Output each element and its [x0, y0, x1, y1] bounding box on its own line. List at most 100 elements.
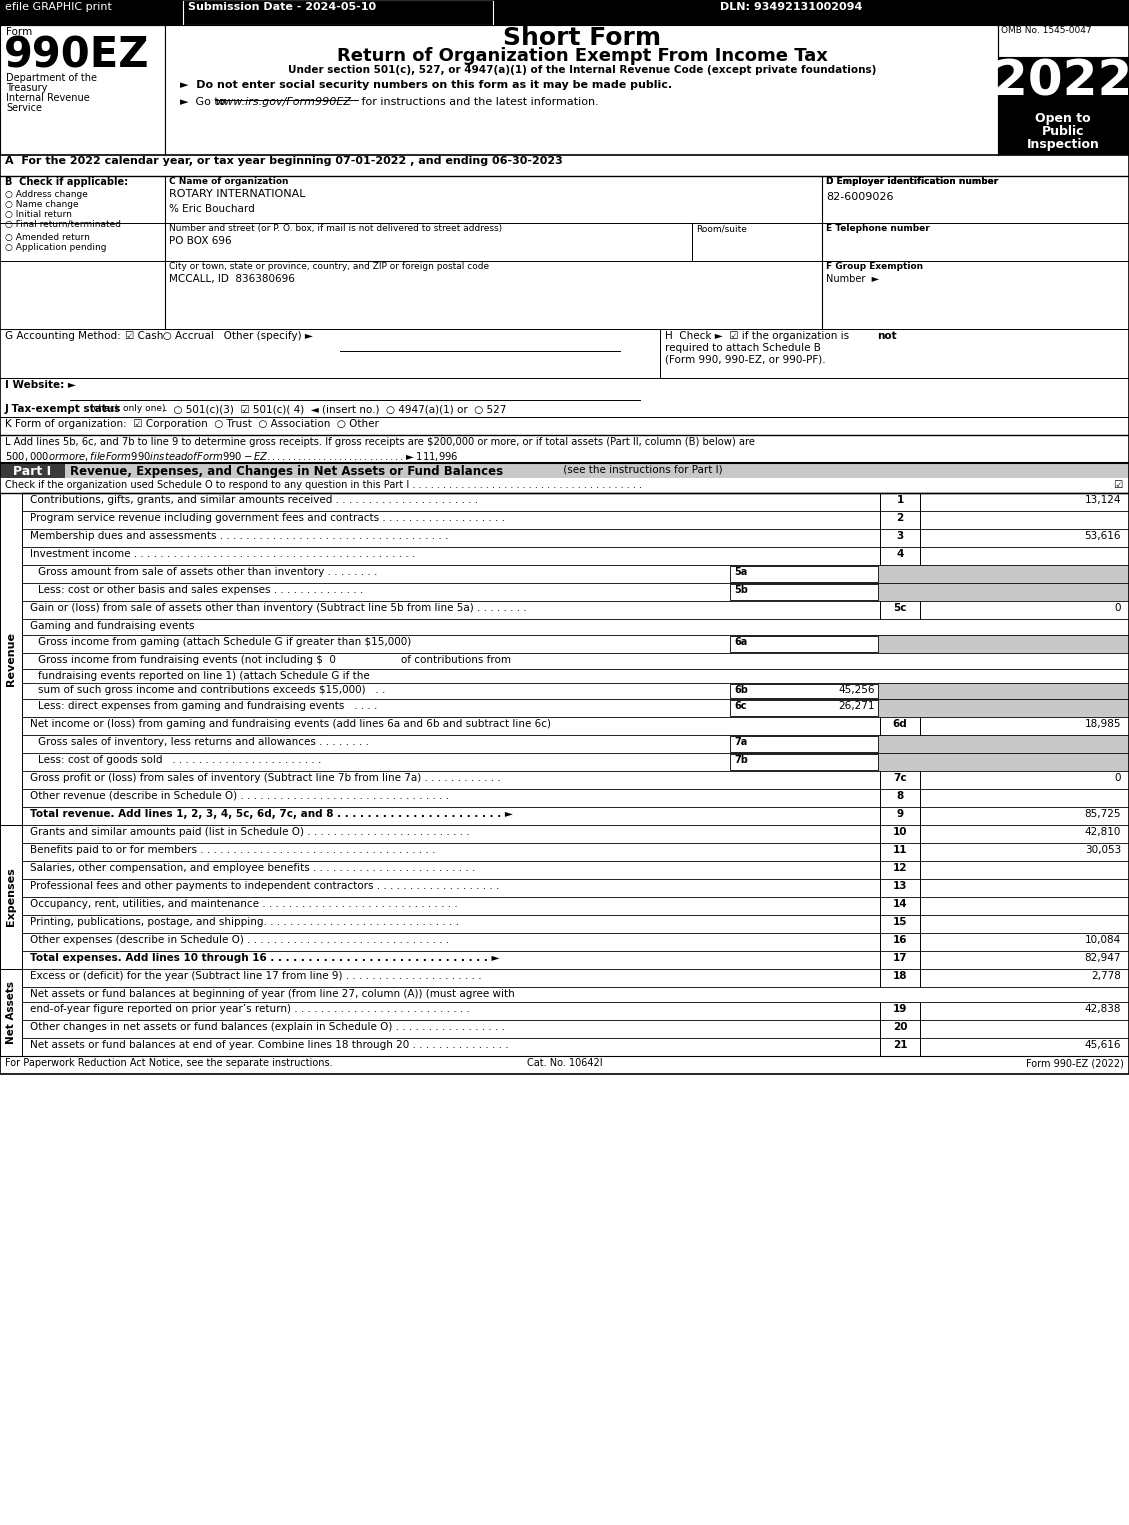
- Text: Gross sales of inventory, less returns and allowances . . . . . . . .: Gross sales of inventory, less returns a…: [38, 737, 369, 747]
- Text: Program service revenue including government fees and contracts . . . . . . . . : Program service revenue including govern…: [30, 512, 505, 523]
- Bar: [730, 698, 1129, 717]
- Bar: [879, 753, 920, 772]
- Text: Professional fees and other payments to independent contractors . . . . . . . . : Professional fees and other payments to …: [30, 881, 499, 891]
- Text: OMB No. 1545-0047: OMB No. 1545-0047: [1001, 26, 1092, 35]
- Bar: [730, 566, 878, 583]
- Text: 53,616: 53,616: [1085, 531, 1121, 541]
- Bar: [0, 493, 21, 825]
- Bar: [879, 698, 920, 717]
- Text: $500,000 or more, file Form 990 instead of Form 990-EZ . . . . . . . . . . . . .: $500,000 or more, file Form 990 instead …: [5, 450, 458, 464]
- Text: 19: 19: [893, 1003, 908, 1014]
- Text: Other changes in net assets or fund balances (explain in Schedule O) . . . . . .: Other changes in net assets or fund bala…: [30, 1022, 505, 1032]
- Text: Department of the: Department of the: [6, 73, 97, 82]
- Text: 0: 0: [1114, 602, 1121, 613]
- Bar: [0, 477, 1129, 493]
- Bar: [730, 737, 878, 752]
- Bar: [879, 933, 920, 952]
- Text: 6a: 6a: [734, 637, 747, 647]
- Text: 21: 21: [893, 1040, 908, 1051]
- Text: Cat. No. 10642I: Cat. No. 10642I: [527, 1058, 603, 1068]
- Text: PO BOX 696: PO BOX 696: [169, 236, 231, 246]
- Text: 45,616: 45,616: [1085, 1040, 1121, 1051]
- Text: (Form 990, 990-EZ, or 990-PF).: (Form 990, 990-EZ, or 990-PF).: [665, 355, 825, 364]
- Text: Revenue: Revenue: [6, 631, 16, 686]
- Text: Investment income . . . . . . . . . . . . . . . . . . . . . . . . . . . . . . . : Investment income . . . . . . . . . . . …: [30, 549, 415, 560]
- Text: 6d: 6d: [893, 718, 908, 729]
- Text: Revenue, Expenses, and Changes in Net Assets or Fund Balances: Revenue, Expenses, and Changes in Net As…: [70, 465, 504, 477]
- Text: ☑: ☑: [1113, 480, 1122, 490]
- Text: 17: 17: [893, 953, 908, 962]
- Bar: [879, 717, 920, 735]
- Text: Other expenses (describe in Schedule O) . . . . . . . . . . . . . . . . . . . . : Other expenses (describe in Schedule O) …: [30, 935, 449, 945]
- Bar: [165, 175, 822, 223]
- Text: MCCALL, ID  836380696: MCCALL, ID 836380696: [169, 274, 295, 284]
- Text: Gross income from gaming (attach Schedule G if greater than $15,000): Gross income from gaming (attach Schedul…: [38, 637, 411, 647]
- Text: A  For the 2022 calendar year, or tax year beginning 07-01-2022 , and ending 06-: A For the 2022 calendar year, or tax yea…: [5, 156, 562, 166]
- Text: 2022: 2022: [994, 58, 1129, 107]
- Text: (see the instructions for Part I): (see the instructions for Part I): [560, 465, 723, 474]
- Bar: [879, 735, 920, 753]
- Bar: [920, 735, 1129, 753]
- Text: ROTARY INTERNATIONAL: ROTARY INTERNATIONAL: [169, 189, 306, 198]
- Bar: [730, 583, 1129, 601]
- Bar: [879, 807, 920, 825]
- Bar: [0, 24, 1129, 156]
- Text: ○ Name change: ○ Name change: [5, 200, 79, 209]
- Text: 9: 9: [896, 808, 903, 819]
- Text: 5b: 5b: [734, 586, 747, 595]
- Text: 11: 11: [893, 845, 908, 856]
- Bar: [998, 24, 1129, 156]
- Text: sum of such gross income and contributions exceeds $15,000)   . .: sum of such gross income and contributio…: [38, 685, 385, 695]
- Text: D Employer identification number: D Employer identification number: [826, 177, 998, 186]
- Text: 85,725: 85,725: [1085, 808, 1121, 819]
- Text: Less: cost of goods sold   . . . . . . . . . . . . . . . . . . . . . . .: Less: cost of goods sold . . . . . . . .…: [38, 755, 322, 766]
- Text: Number  ►: Number ►: [826, 274, 879, 284]
- Text: fundraising events reported on line 1) (attach Schedule G if the: fundraising events reported on line 1) (…: [38, 671, 370, 682]
- Bar: [879, 788, 920, 807]
- Text: 30,053: 30,053: [1085, 845, 1121, 856]
- Text: Gross amount from sale of assets other than inventory . . . . . . . .: Gross amount from sale of assets other t…: [38, 567, 377, 576]
- Text: 14: 14: [893, 900, 908, 909]
- Bar: [879, 683, 920, 698]
- Text: 18: 18: [893, 971, 908, 981]
- Bar: [0, 968, 21, 1055]
- Bar: [0, 378, 1129, 416]
- Text: Room/suite: Room/suite: [695, 224, 747, 233]
- Bar: [0, 1055, 1129, 1074]
- Text: 5a: 5a: [734, 567, 747, 576]
- Text: Benefits paid to or for members . . . . . . . . . . . . . . . . . . . . . . . . : Benefits paid to or for members . . . . …: [30, 845, 436, 856]
- Text: efile GRAPHIC print: efile GRAPHIC print: [5, 2, 112, 12]
- Bar: [0, 464, 65, 477]
- Bar: [920, 698, 1129, 717]
- Bar: [879, 583, 920, 601]
- Text: Gaming and fundraising events: Gaming and fundraising events: [30, 621, 194, 631]
- Bar: [165, 24, 998, 156]
- Text: B  Check if applicable:: B Check if applicable:: [5, 177, 128, 188]
- Text: Less: direct expenses from gaming and fundraising events   . . . .: Less: direct expenses from gaming and fu…: [38, 702, 377, 711]
- Text: 42,838: 42,838: [1085, 1003, 1121, 1014]
- Bar: [879, 619, 920, 634]
- Text: City or town, state or province, country, and ZIP or foreign postal code: City or town, state or province, country…: [169, 262, 489, 271]
- Text: 26,271: 26,271: [839, 702, 875, 711]
- Text: ○ Final return/terminated: ○ Final return/terminated: [5, 220, 121, 229]
- Text: E Telephone number: E Telephone number: [826, 224, 930, 233]
- Bar: [879, 952, 920, 968]
- Text: Contributions, gifts, grants, and similar amounts received . . . . . . . . . . .: Contributions, gifts, grants, and simila…: [30, 496, 478, 505]
- Bar: [879, 878, 920, 897]
- Bar: [879, 547, 920, 564]
- Bar: [920, 583, 1129, 601]
- Text: L Add lines 5b, 6c, and 7b to line 9 to determine gross receipts. If gross recei: L Add lines 5b, 6c, and 7b to line 9 to …: [5, 438, 755, 447]
- Text: Total revenue. Add lines 1, 2, 3, 4, 5c, 6d, 7c, and 8 . . . . . . . . . . . . .: Total revenue. Add lines 1, 2, 3, 4, 5c,…: [30, 808, 513, 819]
- Bar: [0, 156, 1129, 175]
- Text: Occupancy, rent, utilities, and maintenance . . . . . . . . . . . . . . . . . . : Occupancy, rent, utilities, and maintena…: [30, 900, 457, 909]
- Text: 0: 0: [1114, 773, 1121, 782]
- Text: Membership dues and assessments . . . . . . . . . . . . . . . . . . . . . . . . : Membership dues and assessments . . . . …: [30, 531, 448, 541]
- Text: (check only one): (check only one): [90, 404, 166, 413]
- Text: ○ Address change: ○ Address change: [5, 191, 88, 198]
- Bar: [879, 601, 920, 619]
- Bar: [730, 634, 1129, 653]
- Text: 13: 13: [893, 881, 908, 891]
- Bar: [920, 564, 1129, 583]
- Bar: [0, 416, 1129, 435]
- Text: 2,778: 2,778: [1091, 971, 1121, 981]
